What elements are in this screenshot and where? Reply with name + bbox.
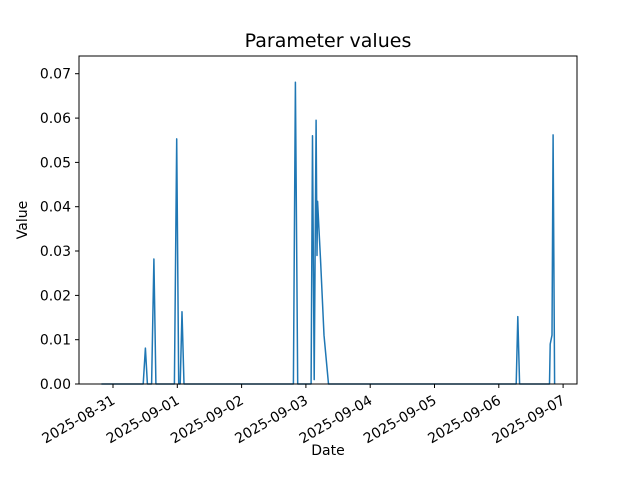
x-tick-label: 2025-09-07 bbox=[490, 393, 568, 448]
data-line bbox=[101, 81, 556, 385]
y-tick-label: 0.02 bbox=[40, 288, 71, 304]
y-tick-label: 0.03 bbox=[40, 244, 71, 260]
plot-frame bbox=[78, 55, 578, 385]
y-tick-label: 0.01 bbox=[40, 333, 71, 349]
y-axis-title: Value bbox=[15, 200, 31, 240]
chart-title: Parameter values bbox=[244, 30, 412, 52]
y-tick-label: 0.04 bbox=[40, 200, 71, 216]
y-tick-label: 0.05 bbox=[40, 155, 71, 171]
y-tick-label: 0.00 bbox=[40, 377, 71, 393]
x-axis-title: Date bbox=[311, 443, 345, 459]
y-tick-label: 0.07 bbox=[40, 67, 71, 83]
y-tick-label: 0.06 bbox=[40, 111, 71, 127]
